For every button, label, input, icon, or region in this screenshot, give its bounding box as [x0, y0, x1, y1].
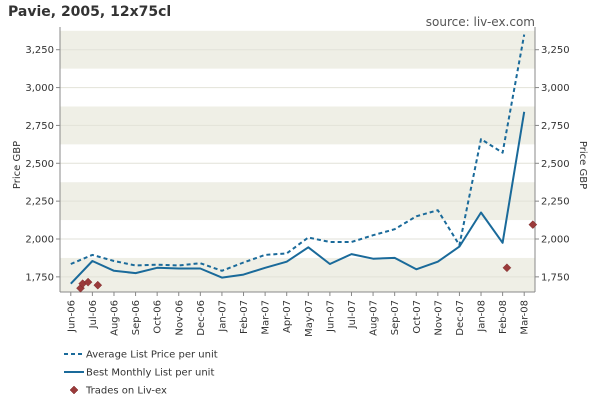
y-tick-label: 2,500 [541, 159, 570, 170]
x-tick-label: Feb-08 [498, 300, 509, 334]
y-tick-label: 3,000 [25, 83, 54, 94]
y-tick-label: 2,750 [541, 121, 570, 132]
x-axis: Jun-06 Jul-06 Aug-06 Sep-06 Oct-06 Nov-06 Dec-… [66, 292, 531, 337]
chart-source: source: liv-ex.com [426, 15, 535, 29]
grid-band [60, 257, 535, 292]
y-tick-label: 2,250 [25, 197, 54, 208]
y-tick-label: 2,000 [541, 235, 570, 246]
x-tick-label: Dec-06 [196, 300, 207, 336]
trade-marker [528, 220, 538, 229]
y-axis-label-right: Price GBP [577, 141, 588, 189]
axes [59, 27, 536, 293]
y-tick-label: 3,250 [541, 45, 570, 56]
x-tick-label: Jun-07 [325, 300, 336, 333]
x-tick-label: Dec-07 [455, 300, 466, 336]
y-tick-label: 2,000 [25, 235, 54, 246]
y-tick-label: 2,250 [541, 197, 570, 208]
y-tick-label: 3,250 [25, 45, 54, 56]
series-line [70, 111, 526, 285]
y-tick-label: 1,750 [25, 272, 54, 283]
legend: Average List Price per unit Best Monthly … [64, 350, 218, 397]
y-axis-label-left: Price GBP [12, 141, 23, 189]
y-tick-label: 2,750 [25, 121, 54, 132]
x-tick-label: Jul-06 [88, 300, 99, 329]
x-tick-label: May-07 [304, 300, 315, 337]
series-line [70, 34, 526, 272]
chart-title: Pavie, 2005, 12x75cl [8, 4, 171, 20]
x-tick-label: Mar-07 [261, 300, 272, 335]
series-marker [76, 220, 538, 293]
trade-marker [93, 280, 103, 290]
x-tick-label: Feb-07 [239, 300, 250, 334]
trade-marker [502, 263, 512, 273]
x-tick-label: Sep-07 [390, 300, 401, 335]
series-layer [70, 34, 538, 293]
plot-background [60, 27, 535, 292]
y-tick-label: 3,000 [541, 83, 570, 94]
y-axis-right: 1,750 2,000 2,250 2,500 2,750 3,000 3,250 [535, 45, 570, 283]
series-dashed [70, 34, 526, 272]
x-tick-label: Apr-07 [282, 300, 293, 333]
x-tick-label: Oct-06 [153, 300, 164, 334]
x-tick-label: Jun-06 [66, 300, 77, 333]
x-tick-label: Nov-07 [433, 300, 444, 336]
y-tick-label: 2,500 [25, 159, 54, 170]
x-tick-label: Oct-07 [412, 300, 423, 334]
legend-label: Best Monthly List per unit [86, 368, 214, 379]
x-tick-label: Mar-08 [520, 300, 531, 335]
series-solid [70, 111, 526, 285]
x-tick-label: Jan-08 [477, 300, 488, 333]
legend-marker [69, 385, 79, 395]
x-tick-label: Aug-06 [109, 300, 120, 336]
y-tick-label: 1,750 [541, 272, 570, 283]
x-tick-label: Aug-07 [369, 300, 380, 336]
x-tick-label: Sep-06 [131, 300, 142, 335]
x-tick-label: Jul-07 [347, 300, 358, 329]
plot-area [60, 27, 535, 292]
legend-label: Trades on Liv-ex [85, 386, 167, 397]
y-axis-left: 1,750 2,000 2,250 2,500 2,750 3,000 3,250 [25, 45, 60, 283]
x-tick-label: Nov-06 [174, 300, 185, 336]
x-tick-label: Jan-07 [217, 300, 228, 333]
trade-marker [83, 277, 93, 287]
legend-label: Average List Price per unit [86, 350, 218, 361]
